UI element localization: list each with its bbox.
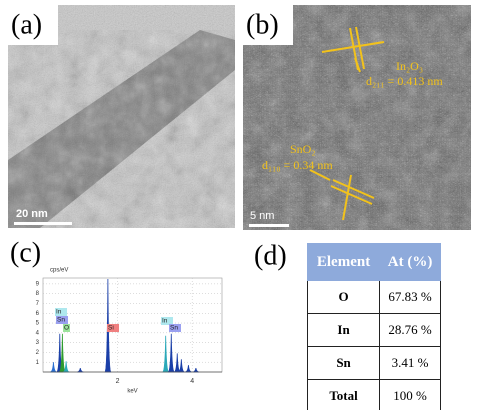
annotation: SnO₂	[290, 142, 316, 156]
peak-label: O	[64, 325, 69, 332]
scale-bar-label: 20 nm	[16, 208, 48, 220]
label-box	[8, 5, 58, 45]
peak-label: In	[56, 309, 62, 316]
header-cell: At (%)	[379, 243, 441, 281]
table-cell: Total	[306, 379, 381, 410]
y-tick-label: 6	[36, 311, 40, 317]
y-tick-label: 1	[36, 360, 40, 366]
y-axis-label: cps/eV	[50, 268, 68, 274]
table-cell: 28.76 %	[379, 313, 441, 347]
table-cell: 100 %	[379, 379, 441, 410]
scale-bar	[14, 222, 72, 225]
y-tick-label: 4	[36, 330, 40, 336]
scale-bar	[249, 224, 289, 227]
peak-label-box	[56, 316, 68, 324]
composition-table: Element At (%) O 67.83 % In 28.76 % Sn 3.41 %…	[306, 243, 441, 410]
annotations: In₂O₃ d₂₁₁ = 0.413 nm SnO₂ d₁₁₀ = 0.34 n…	[262, 59, 443, 172]
tem-image	[8, 5, 235, 228]
peak-label: Sn	[57, 317, 65, 324]
table-cell: In	[306, 313, 381, 347]
panel-label: (c)	[10, 237, 41, 268]
peak-label: Sn	[170, 325, 178, 332]
table-row: O 67.83 %	[306, 280, 441, 314]
label-box	[243, 5, 293, 45]
peak-label-box	[107, 324, 119, 332]
table-cell: 67.83 %	[379, 280, 441, 314]
y-tick-label: 9	[36, 281, 40, 287]
y-tick-label: 8	[36, 291, 40, 297]
lattice-markers	[309, 26, 385, 221]
scale-bar-label: 5 nm	[250, 210, 274, 222]
peak-label: Si	[108, 325, 114, 332]
peak-label: In	[162, 318, 168, 325]
peak	[178, 359, 185, 373]
x-tick-label: 2	[116, 378, 120, 385]
hrtem-image	[243, 5, 471, 230]
peak	[62, 361, 70, 373]
peak-label-box	[63, 324, 70, 332]
y-tick-label: 7	[36, 301, 40, 307]
annotation: In₂O₃	[396, 59, 423, 73]
x-tick-label: 4	[190, 378, 194, 385]
peak-label-box	[161, 317, 173, 325]
table-cell: 3.41 %	[379, 346, 441, 380]
table-row: Total 100 %	[306, 379, 441, 410]
header-cell: Element	[306, 243, 381, 281]
peak	[162, 335, 170, 373]
annotation: d₂₁₁ = 0.413 nm	[366, 74, 443, 88]
table-cell: O	[306, 280, 381, 314]
y-tick-label: 2	[36, 350, 40, 356]
peak-label-box	[55, 308, 67, 316]
table-row: Sn 3.41 %	[306, 346, 441, 380]
annotation: d₁₁₀ = 0.34 nm	[262, 158, 333, 172]
peak	[167, 333, 175, 373]
panel-label: (b)	[246, 9, 279, 40]
panel-label: (d)	[254, 240, 287, 271]
y-tick-label: 5	[36, 321, 40, 327]
panel-label: (a)	[11, 9, 42, 40]
x-axis-label: keV	[127, 389, 137, 395]
table-cell: Sn	[306, 346, 381, 380]
peak-label-box	[169, 324, 181, 332]
y-tick-label: 3	[36, 340, 40, 346]
table-row: In 28.76 %	[306, 313, 441, 347]
